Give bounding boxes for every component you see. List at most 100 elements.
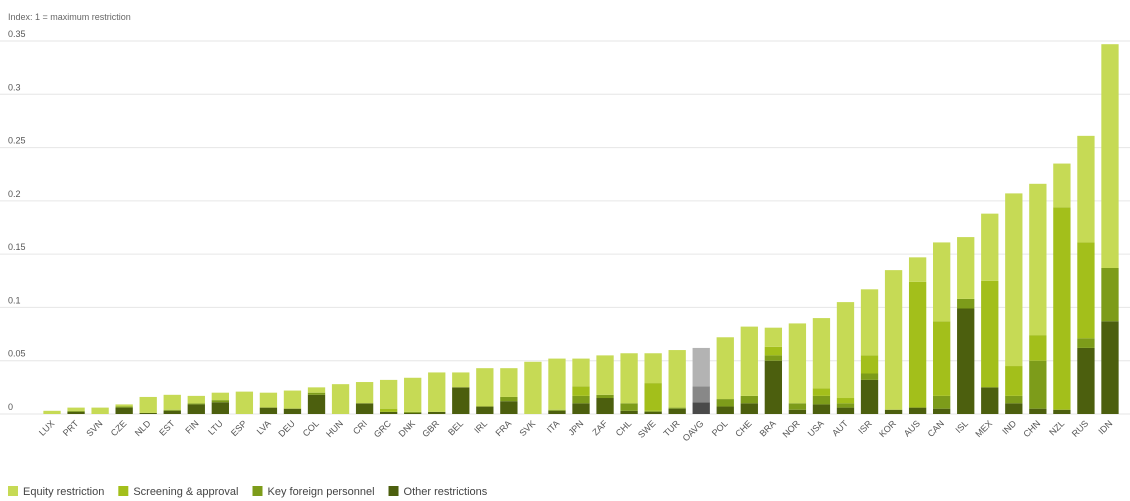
bar-segment [740, 403, 758, 414]
bar-segment [452, 372, 470, 388]
bar-segment [259, 392, 278, 408]
bar-segment [884, 270, 903, 410]
bar-segment [476, 406, 494, 414]
bar-segment [1077, 242, 1095, 339]
bar-segment [620, 410, 638, 414]
x-tick-label: ZAF [590, 418, 609, 437]
bar-segment [67, 411, 85, 414]
bar-segment [644, 383, 662, 411]
bar-segment [933, 408, 951, 414]
bar-segment [668, 350, 686, 408]
bar-segment [1005, 395, 1023, 404]
x-tick-label: FIN [183, 418, 200, 435]
bar-segment [67, 407, 85, 411]
bar-segment [211, 402, 229, 414]
bar-segment [139, 396, 157, 413]
bar-segment [860, 289, 879, 356]
bar-segment [187, 404, 205, 414]
x-tick-label: LTU [206, 418, 225, 437]
x-tick-label: CAN [926, 418, 947, 439]
y-tick-label: 0.25 [8, 136, 26, 146]
legend-label: Key foreign personnel [268, 486, 375, 498]
bar-segment [1101, 267, 1119, 322]
bar-segment [1053, 207, 1071, 410]
bar-segment [1029, 408, 1047, 414]
bar-segment [764, 327, 783, 347]
bar-segment [1077, 135, 1095, 243]
x-tick-label: PRT [61, 418, 81, 438]
x-tick-label: COL [301, 418, 321, 438]
bar-segment [836, 407, 855, 414]
bar-segment [307, 387, 326, 393]
y-tick-label: 0 [8, 402, 13, 412]
x-tick-label: KOR [877, 418, 898, 439]
bar-segment [283, 390, 302, 409]
x-tick-label: SVK [518, 418, 538, 438]
x-tick-label: EST [157, 418, 177, 438]
bar-segment [163, 410, 181, 414]
bar-segment [163, 409, 181, 411]
x-axis-labels: LUX PRT SVN CZE NLD EST FIN LTU ESP LVA DEU COL HUN C… [37, 418, 1114, 443]
bar-segment [500, 368, 518, 397]
bar-segment [476, 368, 494, 407]
x-tick-label: BEL [446, 418, 465, 437]
legend-swatch [388, 486, 399, 496]
bar-segment [404, 412, 422, 414]
x-tick-label: ESP [229, 418, 249, 438]
bar-segment [957, 237, 975, 299]
bar-segment [355, 403, 374, 414]
legend-label: Other restrictions [404, 486, 488, 498]
bar-segment [259, 407, 278, 414]
bar-segment [860, 379, 879, 414]
bar-segment [981, 387, 999, 414]
bar-segment [908, 257, 927, 282]
x-tick-label: MEX [973, 418, 994, 439]
y-tick-label: 0.2 [8, 189, 21, 199]
bar-segment [644, 353, 662, 384]
bar-segment [1005, 366, 1023, 396]
y-tick-label: 0.35 [8, 29, 26, 39]
bar-segment [836, 403, 855, 408]
x-tick-label: GBR [420, 418, 441, 439]
y-tick-label: 0.15 [8, 242, 26, 252]
x-tick-label: LVA [255, 418, 273, 436]
bar-segment [596, 394, 614, 399]
bar-segment [404, 411, 422, 413]
x-tick-label: ITA [545, 418, 562, 435]
bar-segment [1077, 347, 1095, 414]
bar-segment [163, 394, 181, 410]
bar-segment [187, 395, 205, 404]
x-tick-label: RUS [1070, 418, 1091, 439]
bar-segment [43, 410, 61, 414]
bar-segment [836, 398, 855, 404]
x-tick-label: DEU [276, 418, 297, 439]
bar-segment [620, 403, 638, 411]
bar-segment [452, 387, 470, 414]
bar-segment [1053, 409, 1071, 414]
bar-segment [788, 403, 807, 410]
x-tick-label: LUX [37, 418, 56, 437]
x-tick-label: CHE [733, 418, 754, 439]
x-tick-label: BRA [758, 418, 778, 438]
bar-segment [548, 409, 566, 411]
bar-segment [379, 379, 398, 409]
x-tick-label: DNK [397, 418, 418, 439]
bar-segment [740, 395, 758, 404]
bar-segment [812, 388, 831, 396]
x-tick-label: HUN [324, 418, 345, 439]
bar-segment [716, 337, 734, 400]
x-tick-label: NZL [1047, 418, 1066, 437]
bar-segment [764, 346, 783, 356]
bar-segment [548, 358, 566, 410]
bar-segment [860, 355, 879, 374]
bar-segment [788, 323, 807, 404]
x-tick-label: CHN [1021, 418, 1042, 439]
bar-segment [908, 281, 927, 408]
bar-segment [620, 353, 638, 404]
bar-segment [572, 403, 590, 414]
bar-segment [67, 410, 85, 412]
x-tick-label: SWE [636, 418, 658, 440]
bar-segment [379, 408, 398, 412]
bar-segment [211, 400, 229, 403]
legend-label: Screening & approval [133, 486, 238, 498]
